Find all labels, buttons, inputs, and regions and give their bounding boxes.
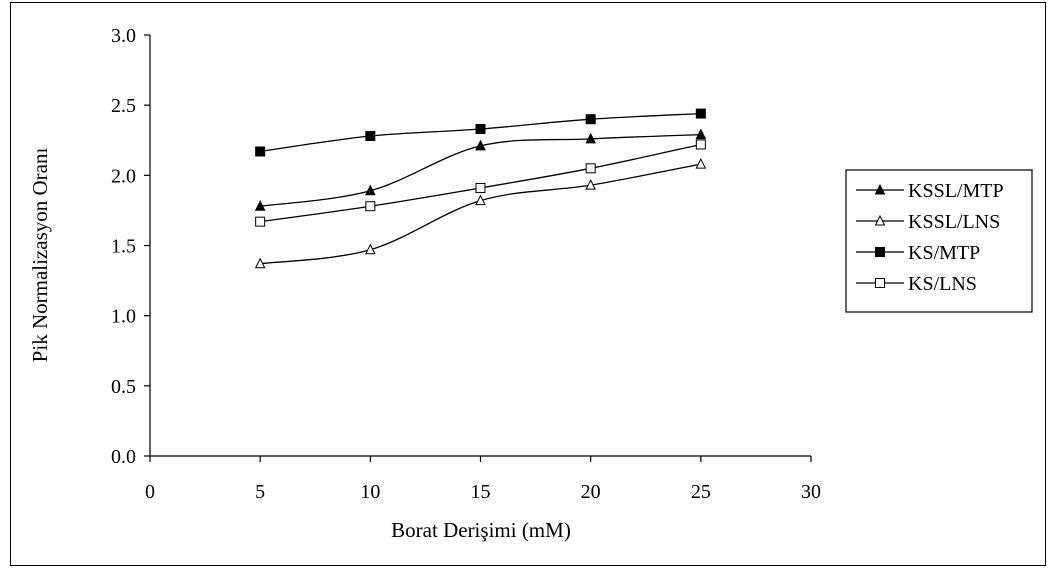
axes: 0.0 0.5 1.0 1.5 2.0 2.5 3.0 0 5 10 15 20 25 30 [111, 25, 821, 503]
x-tick-label: 5 [255, 481, 265, 503]
y-axis-title: Pik Normalizasyon Oranı [28, 148, 52, 363]
data-point [475, 124, 486, 135]
legend-label: KSSL/LNS [908, 211, 1000, 233]
data-point [365, 131, 376, 142]
series-ks-mtp [255, 108, 706, 157]
x-tick-label: 10 [360, 481, 380, 503]
x-tick-label: 0 [145, 481, 155, 503]
legend-entry: KSSL/MTP [856, 180, 1004, 202]
series-ks-lns [255, 139, 706, 227]
y-tick-label: 3.0 [111, 25, 136, 47]
data-point [585, 163, 596, 174]
legend-marker [875, 278, 885, 288]
data-point [585, 114, 596, 125]
data-point [365, 201, 376, 212]
x-axis-title: Borat Derişimi (mM) [391, 518, 571, 542]
legend-entry: KS/LNS [856, 273, 977, 295]
data-point [254, 257, 266, 269]
data-point [585, 179, 596, 190]
data-point [585, 132, 596, 144]
x-tick-label: 20 [581, 481, 601, 503]
legend-entry: KSSL/LNS [856, 211, 1000, 233]
series-line [260, 163, 701, 265]
data-point [695, 108, 706, 119]
legend-box [845, 169, 1033, 313]
y-tick-label: 0.5 [111, 376, 136, 398]
data-point [695, 139, 706, 150]
legend-marker [874, 214, 886, 226]
data-point [365, 184, 376, 196]
data-point [254, 200, 266, 211]
data-point [475, 139, 486, 151]
legend-label: KS/LNS [908, 273, 977, 295]
legend-marker [875, 247, 885, 257]
y-tick-label: 1.5 [111, 236, 136, 258]
data-point [695, 128, 707, 140]
data-point [475, 194, 486, 206]
data-point [365, 243, 376, 255]
legend-label: KS/MTP [908, 242, 980, 264]
x-tick-label: 30 [801, 481, 821, 503]
data-point [695, 157, 707, 169]
data-point [475, 182, 486, 193]
legend-entry: KS/MTP [856, 242, 980, 264]
legend: KSSL/MTP KSSL/LNS KS/MTP KS/LNS [845, 169, 1033, 313]
legend-marker [874, 183, 886, 195]
plot-area [254, 108, 707, 269]
data-point [255, 216, 266, 227]
y-tick-label: 0.0 [111, 446, 136, 468]
chart-frame [10, 2, 1046, 566]
data-point [255, 146, 266, 157]
y-tick-label: 2.5 [111, 95, 136, 117]
legend-label: KSSL/MTP [908, 180, 1004, 202]
series-kssl-mtp [254, 128, 707, 211]
y-tick-label: 2.0 [111, 165, 136, 187]
x-tick-label: 15 [471, 481, 491, 503]
x-tick-label: 25 [691, 481, 711, 503]
y-tick-label: 1.0 [111, 306, 136, 328]
series-kssl-lns [254, 157, 707, 269]
